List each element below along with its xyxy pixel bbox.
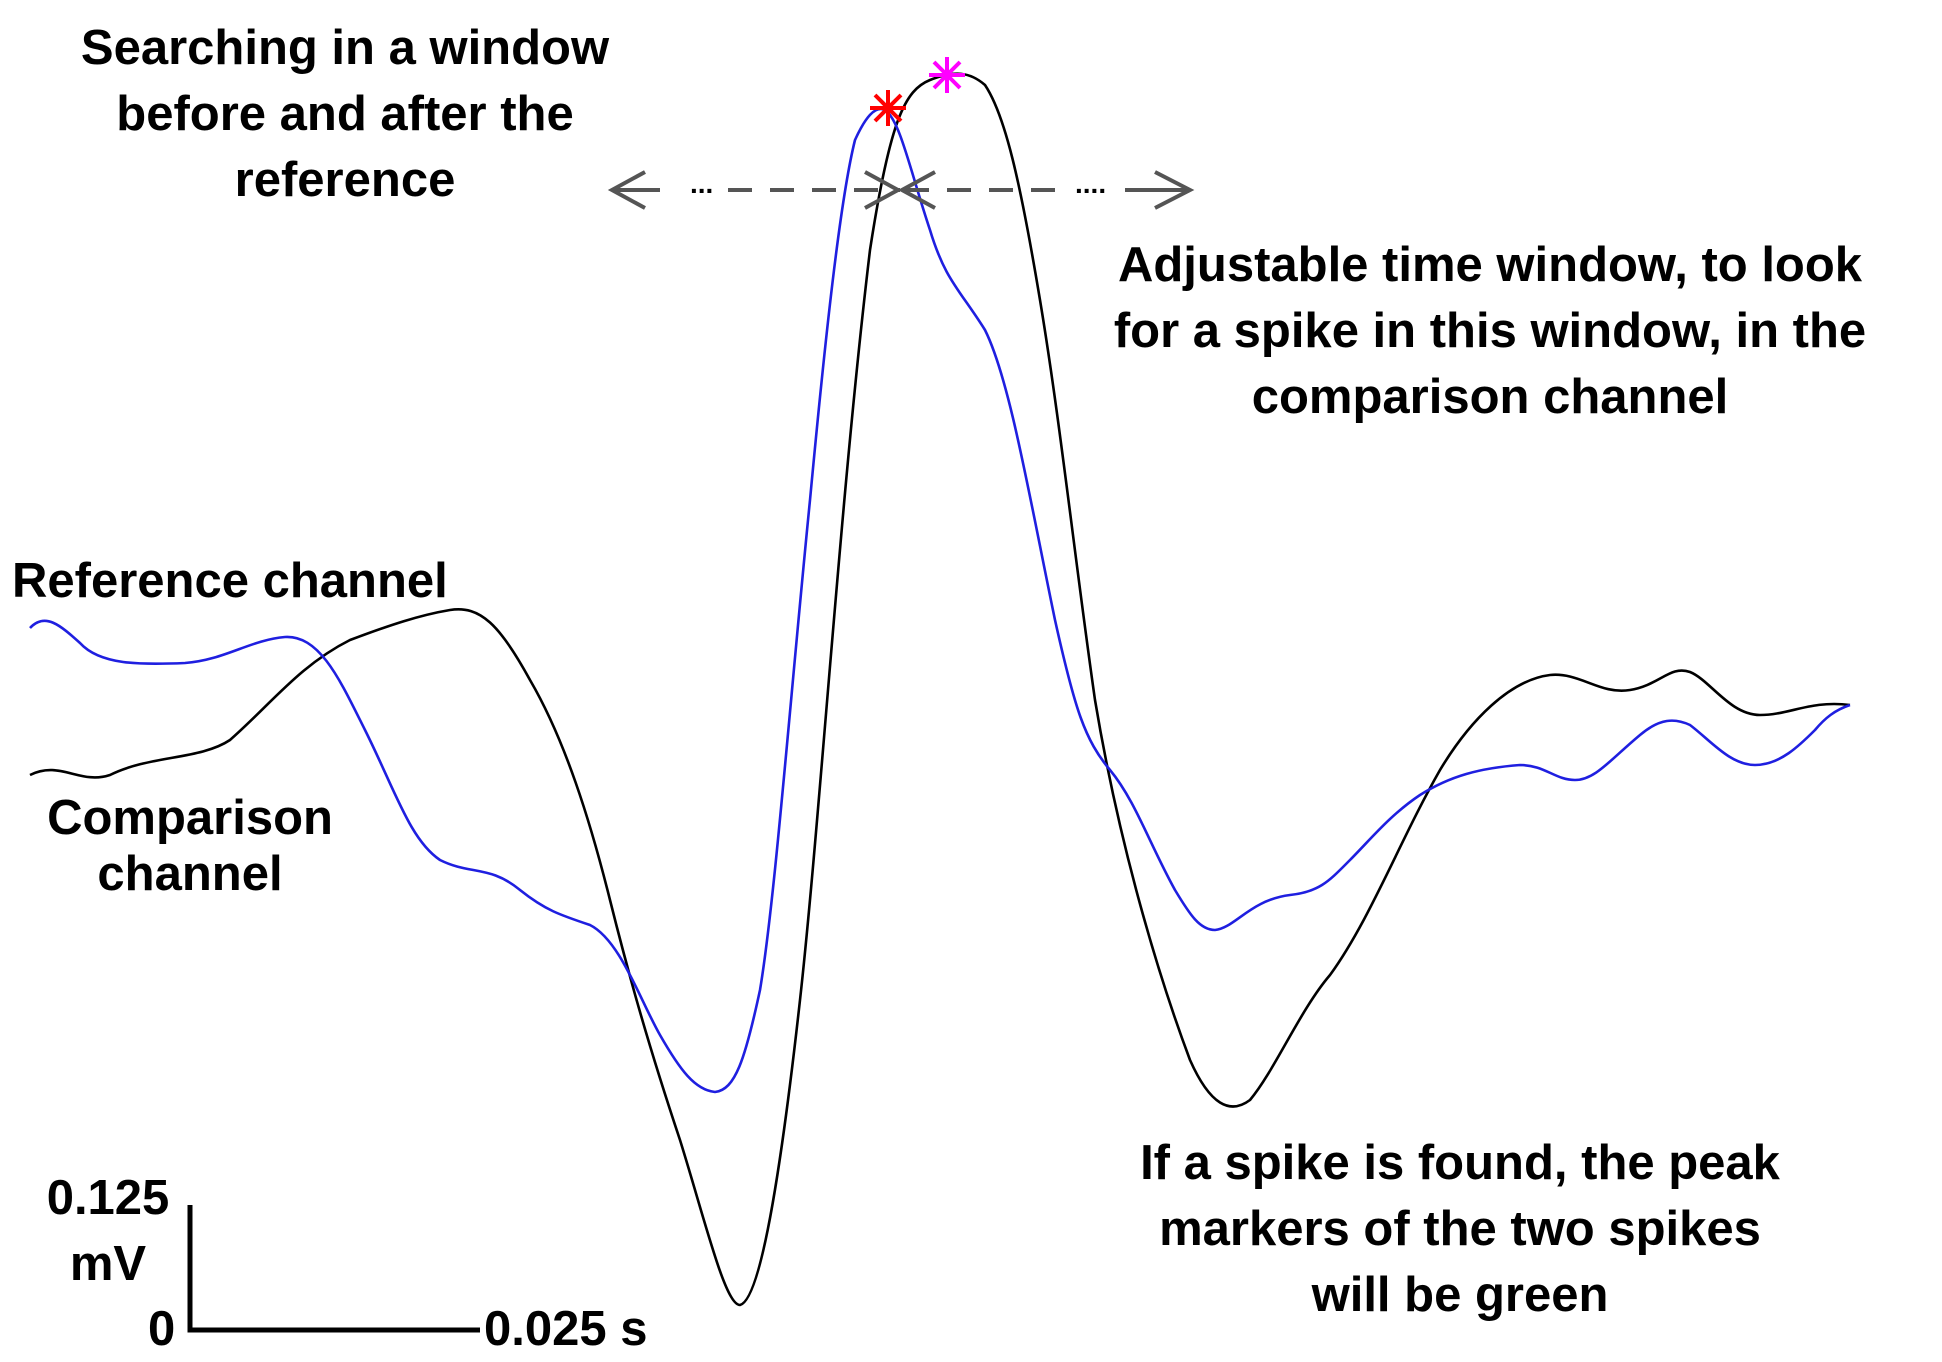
search-window-annotation: Searching in a window before and after t… [80,21,610,207]
reference-peak-marker [870,90,906,126]
comparison-channel-label: Comparison channel [47,791,333,901]
right-arrow-dots: .... [1075,168,1106,199]
comparison-peak-marker [929,57,965,93]
adjustable-window-annotation: Adjustable time window, to look for a sp… [1113,238,1867,424]
amplitude-scale-label: 0.125 mV [46,1171,170,1291]
spike-found-annotation: If a spike is found, the peak markers of… [1140,1136,1780,1322]
reference-channel-trace [29,107,1851,1094]
reference-channel-label: Reference channel [12,554,448,608]
comparison-channel-trace [29,72,1851,1307]
search-window-arrows: ... .... [607,168,1195,210]
left-arrowhead [607,170,646,210]
right-arrowhead [1154,170,1195,210]
scale-bar [187,1205,480,1333]
left-arrow-dots: ... [690,168,713,199]
scale-origin-label: 0 [148,1302,176,1356]
time-scale-label: 0.025 s [484,1302,648,1356]
center-right-arrowhead [897,170,936,210]
